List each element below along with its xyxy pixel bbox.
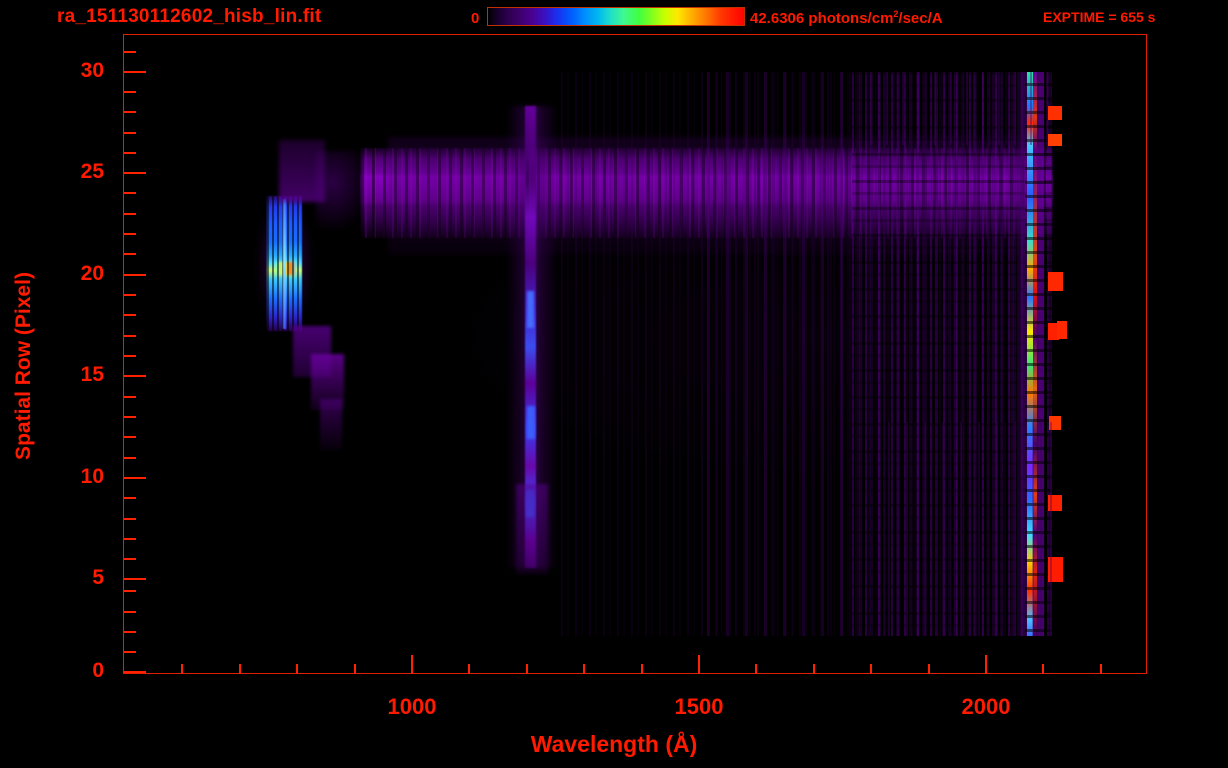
x-tick-label: 1000 <box>387 694 437 719</box>
y-tick-label: 30 <box>80 59 104 82</box>
x-tick-label: 2000 <box>961 694 1011 719</box>
y-tick-label: 20 <box>80 262 104 285</box>
plot-data-area <box>124 35 1146 673</box>
page-title: ra_151130112602_hisb_lin.fit <box>57 6 322 27</box>
x-tick-label: 1500 <box>674 694 724 719</box>
x-axis-title: Wavelength (Å) <box>530 731 698 757</box>
y-tick-label: 5 <box>92 566 104 589</box>
colorbar-units-exponent: 2 <box>893 9 899 19</box>
y-tick-label: 15 <box>80 363 104 386</box>
colorbar <box>487 7 745 26</box>
colorbar-max-value: 42.6306 <box>750 10 805 27</box>
colorbar-units: photons/cm <box>808 10 894 27</box>
colorbar-gradient <box>488 8 744 25</box>
y-tick-label: 25 <box>80 160 104 183</box>
y-axis-title: Spatial Row (Pixel) <box>12 272 35 460</box>
spectrogram-image <box>143 72 1068 636</box>
colorbar-units-tail: /sec/A <box>898 10 943 27</box>
colorbar-max-label: 42.6306 photons/cm2/sec/A <box>750 9 943 27</box>
emission-feature-810 <box>247 174 323 354</box>
exptime-label: EXPTIME = 655 s <box>1043 9 1156 25</box>
plot-frame <box>123 34 1147 674</box>
y-tick-label: 0 <box>92 659 104 682</box>
colorbar-min-label: 0 <box>471 10 480 27</box>
detector-edge-artifact <box>1016 72 1052 636</box>
y-tick-label: 10 <box>80 465 104 488</box>
